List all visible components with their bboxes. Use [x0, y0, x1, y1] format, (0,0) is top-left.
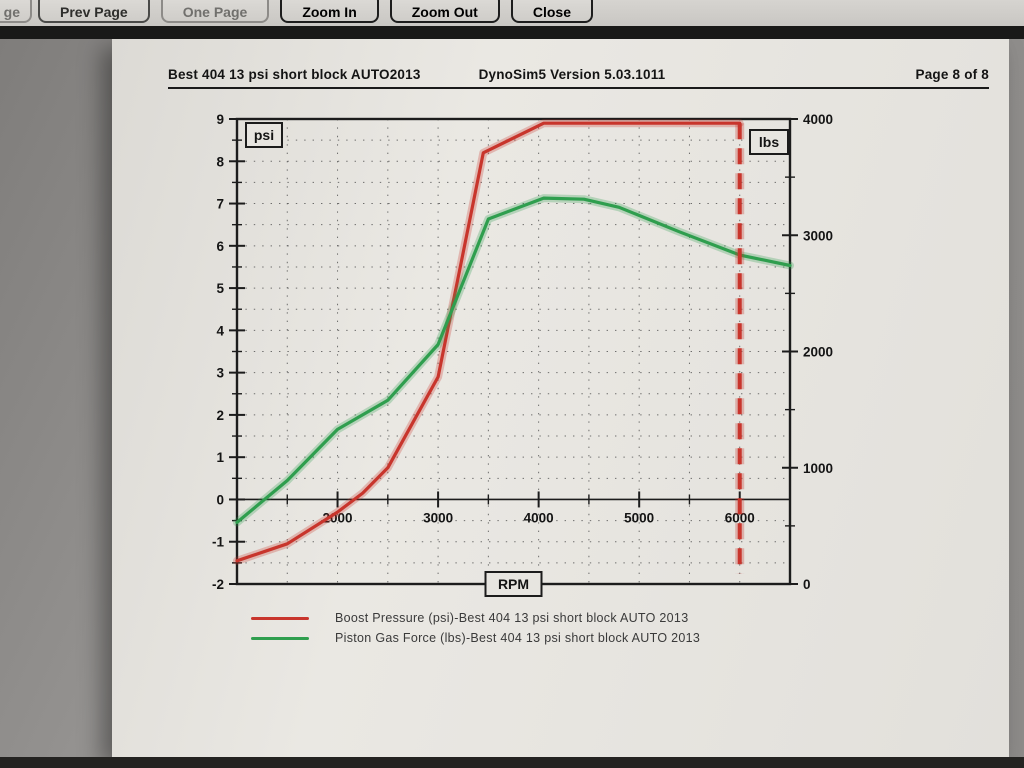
left-tick-label: 2 [216, 408, 224, 423]
piston-gas-force-swatch [251, 636, 309, 640]
window-bezel [0, 26, 1024, 39]
legend-item-gasforce: Piston Gas Force (lbs)-Best 404 13 psi s… [251, 631, 700, 645]
app-version-label: DynoSim5 Version 5.03.1011 [478, 67, 666, 82]
left-tick-label: 6 [216, 239, 224, 254]
right-tick-label: 2000 [803, 345, 833, 360]
dyno-chart: 2000 3000 4000 5000 6000 -2 -1 0 1 2 3 4 5 6 7 8 9 0 1000 2… [177, 105, 857, 600]
chart-canvas: 2000 3000 4000 5000 6000 -2 -1 0 1 2 3 4 5 6 7 8 9 0 1000 2… [212, 112, 833, 597]
series-curve-0 [235, 121, 742, 563]
prev-page-button[interactable]: Prev Page [38, 0, 150, 23]
boost-pressure-swatch [251, 616, 309, 620]
left-tick-label: 8 [216, 154, 224, 169]
piston-gas-force-label: Piston Gas Force (lbs)-Best 404 13 psi s… [335, 631, 701, 645]
right-tick-label: 3000 [803, 228, 833, 243]
left-tick-label: 3 [216, 366, 224, 381]
left-tick-label: -1 [212, 535, 224, 550]
right-tick-label: 4000 [803, 112, 833, 127]
left-tick-label: 7 [216, 197, 224, 212]
lbs-unit-box [749, 129, 789, 155]
x-tick-label: 3000 [423, 510, 453, 525]
psi-unit-label: psi [254, 127, 274, 143]
x-tick-label: 4000 [524, 510, 554, 525]
lbs-unit-label: lbs [759, 134, 779, 150]
report-header: Best 404 13 psi short block AUTO2013 Dyn… [168, 67, 989, 89]
x-tick-label: 6000 [725, 510, 755, 525]
chart-legend: Boost Pressure (psi)-Best 404 13 psi sho… [251, 611, 700, 645]
paging-toolbar: ge Prev Page One Page Zoom In Zoom Out C… [0, 0, 1024, 26]
zoom-out-button[interactable]: Zoom Out [389, 0, 500, 23]
zoom-in-button[interactable]: Zoom In [280, 0, 379, 23]
left-tick-label: -2 [212, 577, 224, 592]
screen-bottom-edge [0, 757, 1024, 768]
left-tick-label: 1 [216, 450, 224, 465]
rpm-unit-box [484, 571, 543, 597]
legend-item-boost: Boost Pressure (psi)-Best 404 13 psi sho… [251, 611, 700, 625]
left-tick-label: 4 [216, 323, 224, 338]
partial-page-button[interactable]: ge [0, 0, 32, 23]
left-tick-label: 5 [216, 281, 224, 296]
right-tick-label: 0 [803, 577, 811, 592]
x-tick-label: 2000 [323, 510, 353, 525]
right-tick-label: 1000 [803, 461, 833, 476]
series-halo-1 [233, 194, 794, 527]
one-page-button[interactable]: One Page [160, 0, 270, 23]
boost-pressure-label: Boost Pressure (psi)-Best 404 13 psi sho… [335, 611, 689, 625]
report-title: Best 404 13 psi short block AUTO2013 [168, 67, 421, 82]
x-tick-label: 5000 [624, 510, 654, 525]
plot-border [235, 117, 792, 586]
left-tick-label: 9 [216, 112, 224, 127]
series-curve-1 [235, 196, 792, 524]
close-button[interactable]: Close [510, 0, 593, 23]
psi-unit-box [245, 122, 283, 148]
page-indicator: Page 8 of 8 [915, 67, 989, 82]
rpm-unit-label: RPM [498, 576, 529, 592]
left-tick-label: 0 [216, 492, 224, 507]
report-page: Best 404 13 psi short block AUTO2013 Dyn… [112, 39, 1009, 758]
